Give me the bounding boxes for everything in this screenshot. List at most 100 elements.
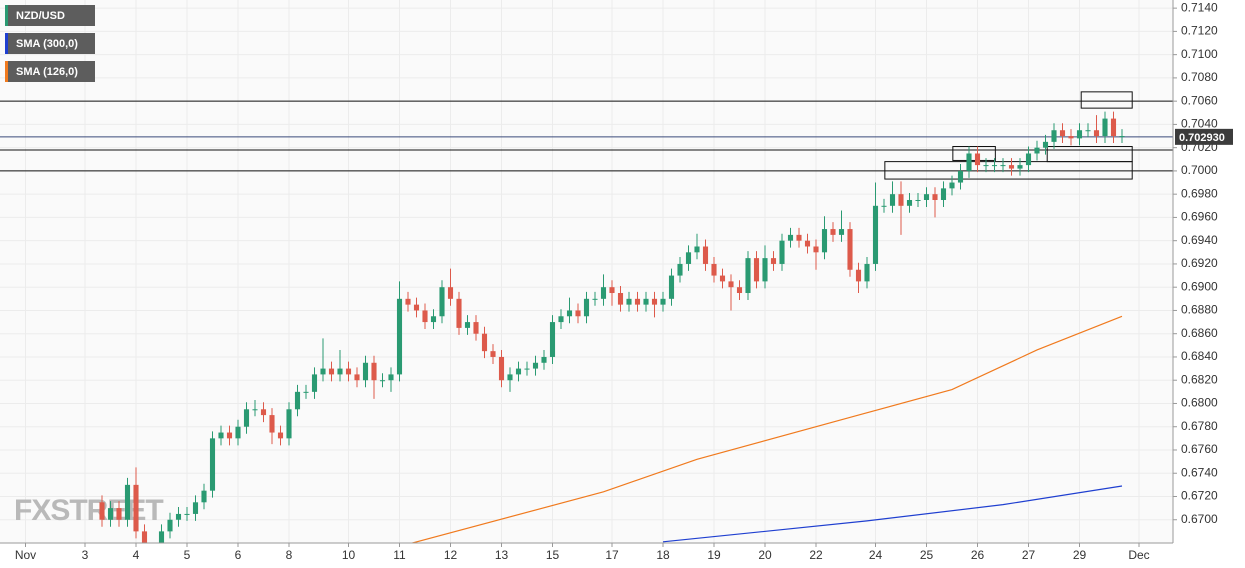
candle-body bbox=[702, 246, 709, 264]
candle-body bbox=[405, 298, 411, 305]
x-tick-label: 3 bbox=[82, 548, 89, 562]
candle-body bbox=[864, 263, 870, 282]
y-tick-label: 0.6820 bbox=[1181, 372, 1218, 386]
legend-box bbox=[5, 61, 95, 82]
candle-body bbox=[490, 351, 496, 357]
candle-body bbox=[770, 258, 777, 264]
candle-body bbox=[957, 170, 964, 183]
x-tick-label: 19 bbox=[707, 548, 721, 562]
candle-body bbox=[592, 298, 598, 300]
candle-body bbox=[991, 165, 998, 167]
legend-box bbox=[5, 5, 95, 26]
y-tick-label: 0.6940 bbox=[1181, 233, 1218, 247]
candle-body bbox=[753, 258, 760, 282]
x-tick-label: 17 bbox=[605, 548, 619, 562]
candle-body bbox=[787, 234, 794, 241]
candle-body bbox=[617, 293, 624, 305]
candle-body bbox=[481, 333, 488, 352]
legend-swatch bbox=[5, 5, 8, 26]
candle-body bbox=[1008, 165, 1015, 169]
candle-body bbox=[762, 258, 768, 282]
candle-body bbox=[1034, 147, 1040, 154]
candle-body bbox=[668, 275, 675, 299]
candle-body bbox=[660, 298, 666, 305]
y-tick-label: 0.6900 bbox=[1181, 279, 1218, 293]
plot-area bbox=[0, 0, 1173, 543]
candle-body bbox=[379, 380, 386, 382]
candle-body bbox=[949, 182, 955, 189]
candle-body bbox=[422, 310, 428, 323]
candle-body bbox=[192, 502, 199, 514]
candle-body bbox=[575, 310, 581, 317]
candle-body bbox=[464, 322, 471, 328]
candle-body bbox=[133, 484, 139, 532]
grid bbox=[0, 0, 1173, 543]
candle-body bbox=[99, 502, 105, 520]
candle-body bbox=[447, 287, 454, 299]
candle-body bbox=[252, 409, 258, 411]
candle-body bbox=[345, 368, 352, 375]
candle-body bbox=[889, 194, 896, 206]
candle-body bbox=[600, 287, 607, 299]
candle-body bbox=[235, 426, 241, 439]
y-tick-label: 0.6780 bbox=[1181, 419, 1218, 433]
y-tick-label: 0.6760 bbox=[1181, 442, 1218, 456]
candle-body bbox=[626, 298, 632, 305]
candle-body bbox=[456, 298, 462, 328]
candle-body bbox=[872, 205, 879, 264]
y-tick-label: 0.6880 bbox=[1181, 303, 1218, 317]
legend-label: NZD/USD bbox=[16, 10, 65, 22]
candle-body bbox=[881, 205, 887, 207]
y-tick-label: 0.7100 bbox=[1181, 47, 1218, 61]
last-price-box bbox=[1175, 128, 1233, 145]
candle-body bbox=[507, 374, 513, 381]
y-tick-label: 0.6920 bbox=[1181, 256, 1218, 270]
x-tick-label: 24 bbox=[869, 548, 883, 562]
candle-body bbox=[141, 531, 148, 543]
candle-body bbox=[413, 304, 420, 311]
candle-body bbox=[388, 374, 394, 381]
candle-body bbox=[983, 165, 989, 167]
candle-body bbox=[923, 194, 930, 200]
candle-body bbox=[201, 490, 207, 503]
y-tick-label: 0.6840 bbox=[1181, 349, 1218, 363]
candle-body bbox=[498, 356, 505, 381]
candle-body bbox=[328, 368, 335, 375]
candle-body bbox=[558, 316, 564, 323]
x-tick-label: 20 bbox=[758, 548, 772, 562]
candle-body bbox=[294, 391, 301, 410]
candle-body bbox=[515, 368, 522, 375]
candle-body bbox=[830, 229, 836, 235]
candle-body bbox=[634, 298, 641, 305]
candle-body bbox=[1042, 141, 1049, 148]
legend-label: SMA (300,0) bbox=[16, 38, 78, 50]
candle-body bbox=[685, 252, 692, 264]
y-tick-label: 0.6700 bbox=[1181, 512, 1218, 526]
watermark: FXSTREET bbox=[14, 494, 163, 527]
legend-label: SMA (126,0) bbox=[16, 66, 78, 78]
annotation-box bbox=[1046, 146, 1133, 163]
candle-body bbox=[260, 409, 267, 416]
y-tick-label: 0.7060 bbox=[1181, 93, 1218, 107]
y-tick-label: 0.7080 bbox=[1181, 70, 1218, 84]
candle-body bbox=[1017, 165, 1023, 169]
candle-body bbox=[549, 322, 556, 357]
y-tick-label: 0.7120 bbox=[1181, 24, 1218, 38]
candle-body bbox=[243, 409, 250, 427]
candle-body bbox=[286, 409, 292, 439]
annotation-box bbox=[1080, 91, 1133, 109]
candle-body bbox=[677, 263, 683, 276]
candle-body bbox=[107, 508, 114, 520]
x-tick-label: 10 bbox=[342, 548, 356, 562]
candle-body bbox=[1051, 130, 1057, 142]
candle-body bbox=[643, 298, 649, 305]
x-tick-label: 6 bbox=[235, 548, 242, 562]
x-tick-label: 26 bbox=[971, 548, 985, 562]
x-tick-label: 22 bbox=[809, 548, 823, 562]
candle-body bbox=[1068, 136, 1074, 139]
y-tick-label: 0.6720 bbox=[1181, 489, 1218, 503]
candle-body bbox=[940, 188, 947, 200]
candle-body bbox=[804, 240, 811, 247]
candle-body bbox=[966, 153, 972, 171]
